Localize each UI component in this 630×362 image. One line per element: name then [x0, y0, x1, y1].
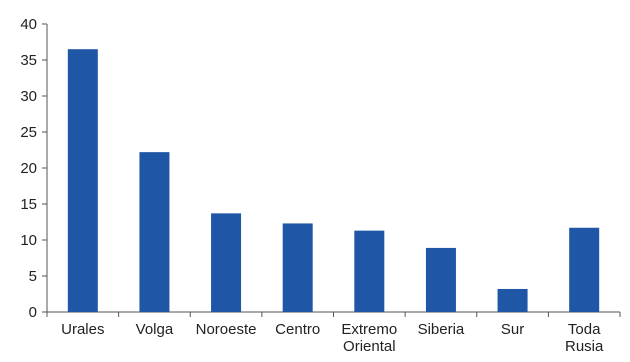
x-category-label-line: Volga	[136, 321, 174, 338]
x-category-label: Toda Rusia	[565, 321, 604, 355]
x-category-label: Noroeste	[196, 321, 257, 338]
y-tick-label: 35	[20, 52, 37, 69]
y-tick-label: 25	[20, 124, 37, 141]
x-category-label-line: Extremo	[341, 321, 397, 338]
y-tick-label: 0	[29, 304, 37, 321]
y-tick-label: 40	[20, 16, 37, 33]
x-category-label-line: Oriental	[343, 338, 396, 355]
bar	[139, 152, 170, 312]
x-axis-labels: Urales Volga Noroeste Centro Extremo Oriental…	[61, 321, 604, 355]
bar	[282, 223, 313, 312]
x-category-label: Extremo Oriental	[341, 321, 397, 355]
bar	[569, 227, 600, 312]
bar	[354, 230, 385, 312]
y-axis-ticks: 0 5 10 15 20 25 30 35 40	[20, 16, 47, 321]
bars	[67, 49, 600, 312]
y-tick-label: 30	[20, 88, 37, 105]
x-category-label-line: Urales	[61, 321, 104, 338]
x-category-label-line: Noroeste	[196, 321, 257, 338]
x-category-label-line: Rusia	[565, 338, 604, 355]
x-category-label: Urales	[61, 321, 104, 338]
y-tick-label: 10	[20, 232, 37, 249]
x-category-label: Siberia	[418, 321, 465, 338]
x-category-label: Sur	[501, 321, 524, 338]
bar	[497, 288, 528, 312]
x-category-label-line: Toda	[568, 321, 601, 338]
x-category-label-line: Siberia	[418, 321, 465, 338]
y-tick-label: 20	[20, 160, 37, 177]
x-category-label-line: Centro	[275, 321, 320, 338]
y-tick-label: 5	[29, 268, 37, 285]
bar	[425, 247, 456, 312]
x-category-label: Volga	[136, 321, 174, 338]
x-category-label-line: Sur	[501, 321, 524, 338]
bar	[211, 213, 242, 312]
y-tick-label: 15	[20, 196, 37, 213]
x-category-label: Centro	[275, 321, 320, 338]
axes	[46, 24, 621, 317]
bar	[67, 49, 98, 312]
